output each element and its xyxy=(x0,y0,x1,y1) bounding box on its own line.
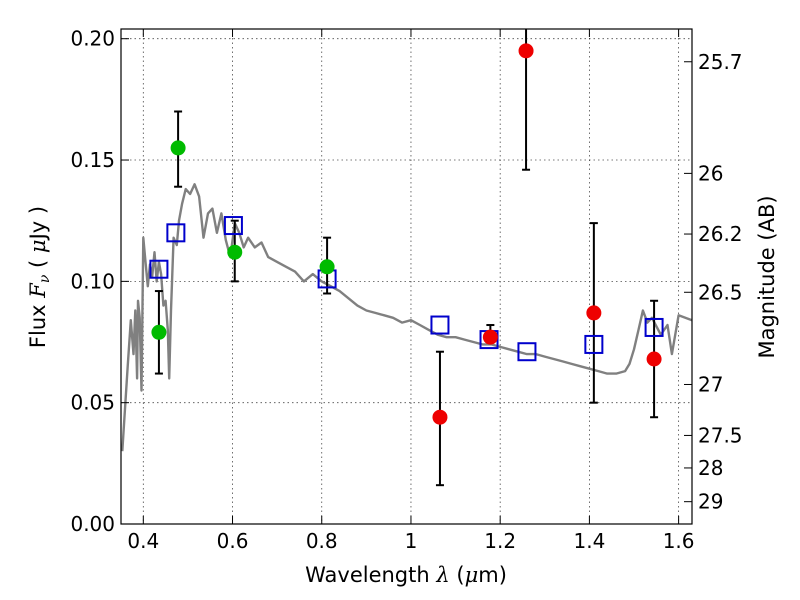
y-tick-label: 0.05 xyxy=(70,391,115,415)
y2-tick-label: 27.5 xyxy=(698,423,743,447)
marker-layer xyxy=(149,43,664,425)
y-axis-label: Flux Fν ( μJy ) xyxy=(26,206,54,348)
x-tick-label: 1.6 xyxy=(663,529,695,553)
tick-layer: 0.4 0.6 0.8 1 1.2 1.4 1.6 0.00 0.05 0.10 0.15 0.20 2… xyxy=(70,27,742,553)
x-tick-label: 1 xyxy=(405,529,418,553)
model-photometry-square xyxy=(149,259,169,279)
x-tick-label: 0.6 xyxy=(217,529,249,553)
y2-tick-label: 26.2 xyxy=(698,222,743,246)
non-detection-point xyxy=(432,409,448,425)
plot-frame xyxy=(120,28,693,525)
detection-point xyxy=(227,244,243,260)
detection-point xyxy=(170,140,186,156)
x-tick-label: 1.2 xyxy=(484,529,516,553)
plot-area xyxy=(121,29,692,524)
detection-point xyxy=(151,324,167,340)
non-detection-point xyxy=(482,329,498,345)
y2-tick-label: 26.5 xyxy=(698,280,743,304)
grid xyxy=(121,29,692,524)
y-tick-label: 0.20 xyxy=(70,27,115,51)
model-photometry-square xyxy=(584,334,604,354)
y2-tick-label: 29 xyxy=(698,490,723,514)
x-axis-label: Wavelength λ (μm) xyxy=(305,563,507,587)
non-detection-point xyxy=(586,305,602,321)
y2-tick-label: 25.7 xyxy=(698,50,743,74)
y2-axis-label: Magnitude (AB) xyxy=(755,195,779,358)
model-photometry-square xyxy=(166,223,186,243)
non-detection-point xyxy=(646,351,662,367)
model-spectrum-line xyxy=(121,183,693,452)
model-photometry-square xyxy=(644,317,664,337)
y-tick-label: 0.00 xyxy=(70,512,115,536)
detection-point xyxy=(319,259,335,275)
x-tick-label: 0.8 xyxy=(306,529,338,553)
y2-tick-label: 27 xyxy=(698,372,723,396)
model-photometry-square xyxy=(223,216,243,236)
spectrum-layer xyxy=(121,183,693,452)
y2-tick-label: 26 xyxy=(698,161,723,185)
y-tick-label: 0.10 xyxy=(70,269,115,293)
model-photometry-square xyxy=(517,342,537,362)
model-photometry-square xyxy=(430,315,450,335)
y2-tick-label: 28 xyxy=(698,456,723,480)
x-tick-label: 1.4 xyxy=(573,529,605,553)
non-detection-point xyxy=(518,43,534,59)
y-tick-label: 0.15 xyxy=(70,148,115,172)
x-tick-label: 0.4 xyxy=(127,529,159,553)
